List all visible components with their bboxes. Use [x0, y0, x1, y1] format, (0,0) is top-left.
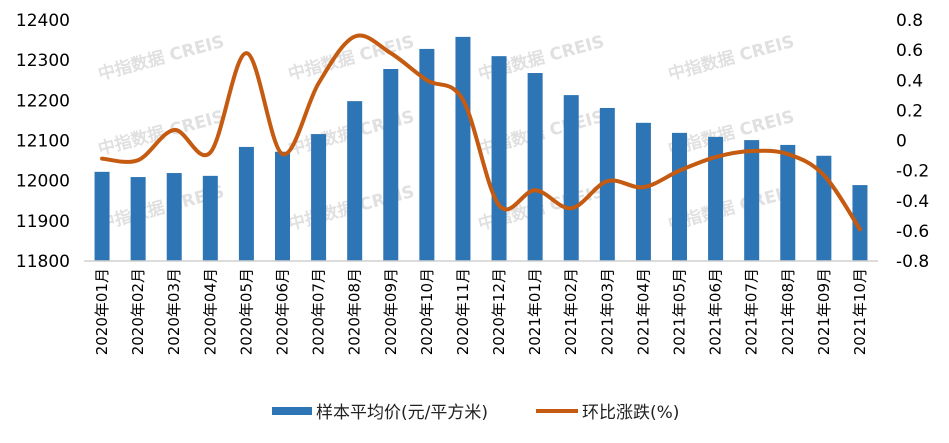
bar	[708, 136, 724, 261]
x-axis-label: 2021年01月	[526, 268, 544, 355]
bar	[347, 101, 363, 262]
right-axis-tick: 0	[896, 132, 907, 152]
x-axis-label: 2021年08月	[779, 268, 797, 355]
line-series	[100, 33, 862, 232]
x-axis-label: 2020年12月	[490, 268, 508, 355]
right-axis-tick: -0.6	[896, 222, 929, 242]
bar	[491, 56, 507, 262]
bar	[275, 151, 290, 261]
x-axis-labels: 2020年01月 2020年02月 2020年03月 2020年04月 2020年05月…	[93, 268, 869, 355]
bar	[311, 134, 327, 261]
right-axis-tick: -0.4	[896, 192, 929, 212]
watermark: 中指数据 CREIS	[96, 106, 227, 160]
bar	[563, 95, 579, 261]
x-axis-label: 2021年10月	[851, 268, 869, 355]
bar	[455, 36, 471, 262]
x-axis-label: 2021年09月	[815, 268, 833, 355]
bar	[852, 185, 868, 261]
right-axis-tick: 0.6	[896, 41, 923, 61]
x-axis-label: 2020年09月	[382, 268, 400, 355]
bar	[383, 69, 399, 262]
bar	[419, 48, 435, 261]
bar	[599, 107, 615, 261]
x-axis-label: 2021年02月	[562, 268, 580, 355]
right-axis-tick: 0.4	[896, 71, 923, 91]
left-axis-tick: 12000	[16, 172, 70, 192]
x-axis-label: 2020年07月	[310, 268, 328, 355]
x-axis-label: 2020年04月	[201, 268, 219, 355]
x-axis-label: 2021年07月	[743, 268, 761, 355]
x-axis-label: 2020年02月	[129, 268, 147, 355]
x-axis-label: 2020年06月	[274, 268, 292, 355]
x-axis-label: 2021年05月	[671, 268, 689, 355]
left-axis-tick: 11900	[16, 212, 70, 232]
right-axis-tick: 0.2	[896, 101, 923, 121]
bar	[202, 175, 218, 261]
legend-line-label: 环比涨跌(%)	[582, 403, 679, 423]
left-axis-tick: 12200	[16, 91, 70, 111]
bar	[94, 171, 110, 261]
watermark: 中指数据 CREIS	[666, 31, 797, 85]
bar	[527, 73, 543, 262]
left-axis-tick: 11800	[16, 252, 70, 272]
bar	[130, 177, 146, 261]
left-axis-tick: 12100	[16, 132, 70, 152]
right-axis-tick: -0.2	[896, 162, 929, 182]
left-axis-tick: 12300	[16, 51, 70, 71]
x-axis-label: 2021年04月	[634, 268, 652, 355]
legend: 样本平均价(元/平方米) 环比涨跌(%)	[272, 403, 679, 423]
bar	[744, 140, 760, 261]
x-axis-label: 2020年03月	[165, 268, 183, 355]
right-axis-tick: 0.8	[896, 11, 923, 31]
x-axis-label: 2020年05月	[237, 268, 255, 355]
bar	[166, 173, 182, 261]
x-axis-label: 2020年08月	[346, 268, 364, 355]
bar	[238, 146, 254, 261]
legend-bar-swatch	[272, 407, 312, 415]
bar	[635, 122, 651, 262]
right-axis-tick: -0.8	[896, 252, 929, 272]
legend-bar-label: 样本平均价(元/平方米)	[316, 403, 488, 423]
left-axis-ticks: 11800 11900 12000 12100 12200 12300 12400	[16, 11, 70, 272]
bar	[780, 144, 796, 261]
x-axis-label: 2021年06月	[707, 268, 725, 355]
watermarks: 中指数据 CREIS 中指数据 CREIS 中指数据 CREIS 中指数据 CREIS…	[96, 31, 797, 235]
x-axis-label: 2020年11月	[454, 268, 472, 355]
watermark: 中指数据 CREIS	[96, 31, 227, 85]
right-axis-ticks: -0.8 -0.6 -0.4 -0.2 0 0.2 0.4 0.6 0.8	[896, 11, 929, 272]
bar	[672, 132, 687, 261]
x-axis-label: 2020年10月	[418, 268, 436, 355]
x-axis-label: 2020年01月	[93, 268, 111, 355]
left-axis-tick: 12400	[16, 11, 70, 31]
x-axis-label: 2021年03月	[598, 268, 616, 355]
